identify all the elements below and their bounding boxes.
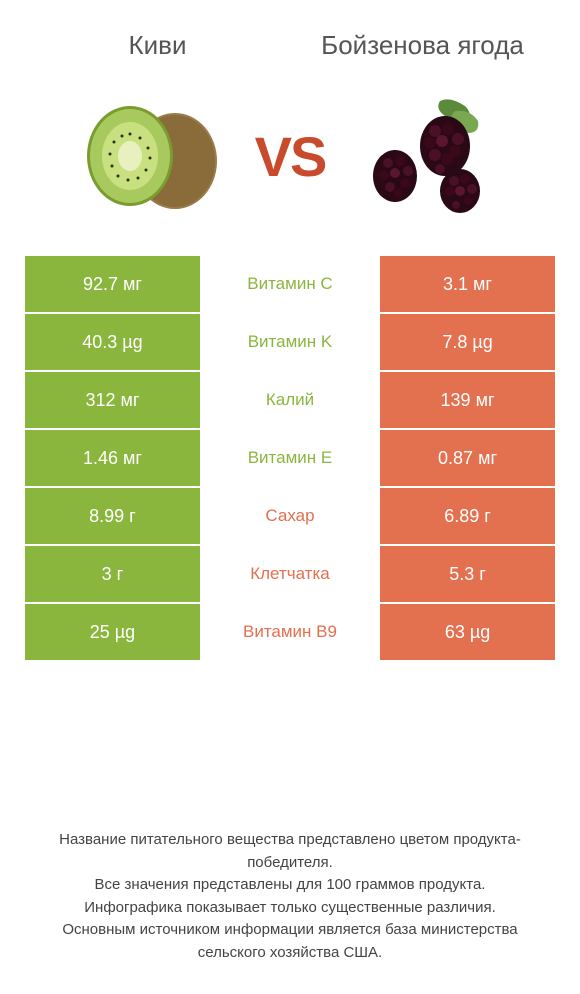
left-value: 312 мг	[25, 372, 200, 428]
nutrient-label: Клетчатка	[200, 546, 380, 602]
nutrient-row: 25 µgВитамин B963 µg	[25, 604, 555, 662]
left-value: 8.99 г	[25, 488, 200, 544]
right-value: 6.89 г	[380, 488, 555, 544]
nutrient-label: Калий	[200, 372, 380, 428]
nutrient-label: Витамин B9	[200, 604, 380, 660]
nutrient-row: 312 мгКалий139 мг	[25, 372, 555, 430]
right-value: 5.3 г	[380, 546, 555, 602]
footer-line: Все значения представлены для 100 граммо…	[35, 874, 545, 897]
vs-row: VS	[25, 86, 555, 226]
left-value: 3 г	[25, 546, 200, 602]
right-value: 7.8 µg	[380, 314, 555, 370]
right-product-title: Бойзенова ягода	[290, 30, 555, 61]
nutrient-row: 40.3 µgВитамин K7.8 µg	[25, 314, 555, 372]
header: Киви Бойзенова ягода	[25, 30, 555, 61]
left-value: 40.3 µg	[25, 314, 200, 370]
footer-line: Основным источником информации является …	[35, 919, 545, 964]
infographic-container: Киви Бойзенова ягода VS	[0, 0, 580, 994]
nutrient-label: Сахар	[200, 488, 380, 544]
right-value: 139 мг	[380, 372, 555, 428]
nutrient-row: 1.46 мгВитамин E0.87 мг	[25, 430, 555, 488]
kiwi-image	[75, 86, 235, 226]
nutrient-label: Витамин C	[200, 256, 380, 312]
footer-line: Инфографика показывает только существенн…	[35, 897, 545, 920]
nutrient-row: 92.7 мгВитамин C3.1 мг	[25, 256, 555, 314]
nutrient-table: 92.7 мгВитамин C3.1 мг40.3 µgВитамин K7.…	[25, 256, 555, 662]
nutrient-row: 3 гКлетчатка5.3 г	[25, 546, 555, 604]
vs-label: VS	[255, 124, 326, 189]
left-value: 25 µg	[25, 604, 200, 660]
footer-notes: Название питательного вещества представл…	[25, 829, 555, 974]
nutrient-row: 8.99 гСахар6.89 г	[25, 488, 555, 546]
nutrient-label: Витамин E	[200, 430, 380, 486]
right-value: 0.87 мг	[380, 430, 555, 486]
footer-line: Название питательного вещества представл…	[35, 829, 545, 874]
left-value: 92.7 мг	[25, 256, 200, 312]
boysenberry-image	[345, 86, 505, 226]
nutrient-label: Витамин K	[200, 314, 380, 370]
left-product-title: Киви	[25, 30, 290, 61]
left-value: 1.46 мг	[25, 430, 200, 486]
right-value: 3.1 мг	[380, 256, 555, 312]
right-value: 63 µg	[380, 604, 555, 660]
